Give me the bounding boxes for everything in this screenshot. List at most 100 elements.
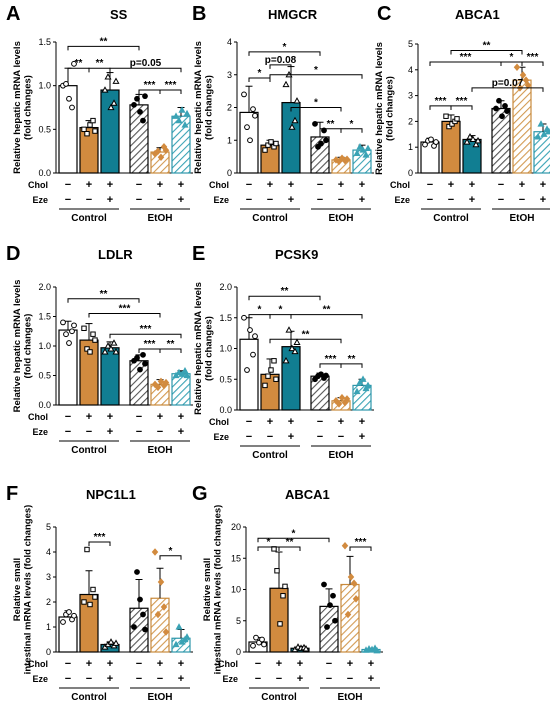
eze-sign: + — [107, 673, 113, 685]
eze-sign: − — [65, 673, 71, 685]
eze-sign: − — [317, 431, 323, 443]
significance-bracket — [521, 61, 544, 67]
eze-row-label: Eze — [32, 195, 48, 205]
data-point — [137, 366, 143, 373]
chol-sign: + — [267, 179, 273, 191]
data-point — [362, 384, 370, 392]
data-point — [183, 109, 191, 117]
chol-sign: − — [136, 658, 142, 670]
chol-row-label: Chol — [28, 659, 48, 669]
y-tick-label: 4 — [408, 65, 413, 75]
data-point — [154, 383, 162, 392]
chol-sign: + — [86, 179, 92, 191]
significance-label: ** — [327, 119, 335, 130]
significance-bracket — [450, 49, 523, 55]
data-point — [162, 628, 170, 636]
data-point — [112, 77, 120, 84]
data-point — [373, 646, 381, 654]
chol-sign: − — [246, 179, 252, 191]
eze-sign: − — [326, 673, 332, 685]
data-point — [271, 358, 277, 364]
data-point — [252, 112, 258, 119]
y-axis-label-line: (fold changes) — [23, 75, 34, 140]
chol-row-label: Chol — [209, 180, 229, 190]
bar — [100, 347, 120, 406]
data-point — [112, 348, 120, 355]
data-point — [112, 639, 120, 646]
data-point — [81, 126, 87, 133]
data-point — [274, 568, 280, 574]
eze-sign: − — [267, 431, 273, 443]
eze-row-label: Eze — [213, 195, 229, 205]
data-point — [131, 624, 137, 630]
data-point — [90, 331, 96, 337]
data-point — [282, 80, 290, 88]
data-point — [157, 578, 165, 586]
data-point — [92, 128, 98, 134]
bar — [171, 373, 191, 406]
eze-sign: − — [65, 194, 71, 206]
bar — [171, 115, 191, 174]
panel-letter: G — [192, 483, 208, 505]
data-point — [499, 113, 505, 120]
data-point — [359, 146, 367, 153]
chol-sign: + — [107, 658, 113, 670]
data-point — [87, 349, 93, 355]
y-axis-label-line: Relative hepatic mRNA levels — [12, 280, 23, 413]
data-point — [101, 86, 109, 93]
data-point — [137, 108, 143, 115]
data-point — [183, 371, 191, 379]
group-label-control: Control — [71, 213, 107, 224]
group-label-control: Control — [252, 213, 288, 224]
chol-sign: − — [65, 658, 71, 670]
data-point — [137, 596, 143, 603]
data-point — [162, 146, 170, 155]
data-point — [273, 376, 279, 382]
significance-label: p=0.08 — [265, 55, 297, 66]
panel-title: HMGCR — [268, 7, 318, 22]
y-tick-label: 5 — [46, 522, 51, 532]
data-point — [362, 151, 370, 158]
eze-sign: + — [288, 431, 294, 443]
panel-letter: D — [6, 243, 20, 265]
significance-label: * — [279, 305, 283, 316]
data-point — [175, 368, 183, 376]
data-point — [323, 372, 329, 379]
data-point — [353, 387, 361, 395]
significance-label: * — [283, 42, 287, 53]
data-point — [513, 63, 521, 71]
significance-label: ** — [323, 305, 331, 316]
data-point — [140, 351, 146, 358]
eze-sign: − — [65, 426, 71, 438]
data-point — [350, 579, 358, 588]
y-tick-label: 2.0 — [219, 282, 232, 292]
data-point — [356, 142, 364, 150]
significance-bracket — [67, 45, 140, 51]
chol-sign: − — [427, 179, 433, 191]
eze-sign: − — [157, 194, 163, 206]
bar — [100, 89, 120, 174]
chol-sign: + — [86, 658, 92, 670]
chol-sign: + — [157, 179, 163, 191]
significance-bracket — [349, 546, 372, 551]
chol-sign: + — [359, 179, 365, 191]
chol-sign: − — [65, 411, 71, 423]
data-point — [151, 548, 159, 556]
y-axis-label-line: Relative small — [202, 558, 213, 621]
eze-sign: − — [136, 194, 142, 206]
data-point — [60, 319, 66, 326]
eze-row-label: Eze — [222, 674, 238, 684]
data-point — [288, 123, 296, 130]
data-point — [131, 101, 137, 108]
significance-label: * — [292, 528, 296, 539]
data-point — [142, 360, 148, 367]
data-point — [107, 345, 115, 352]
data-point — [181, 366, 189, 374]
significance-bracket — [109, 67, 182, 73]
y-tick-label: 5 — [236, 616, 241, 626]
y-tick-label: 0.0 — [219, 405, 232, 415]
significance-bracket — [88, 541, 111, 546]
data-point — [277, 621, 283, 627]
eze-sign: + — [469, 194, 475, 206]
panel-a: A SS Relative hepatic mRNA levels(fold cha… — [6, 3, 193, 224]
